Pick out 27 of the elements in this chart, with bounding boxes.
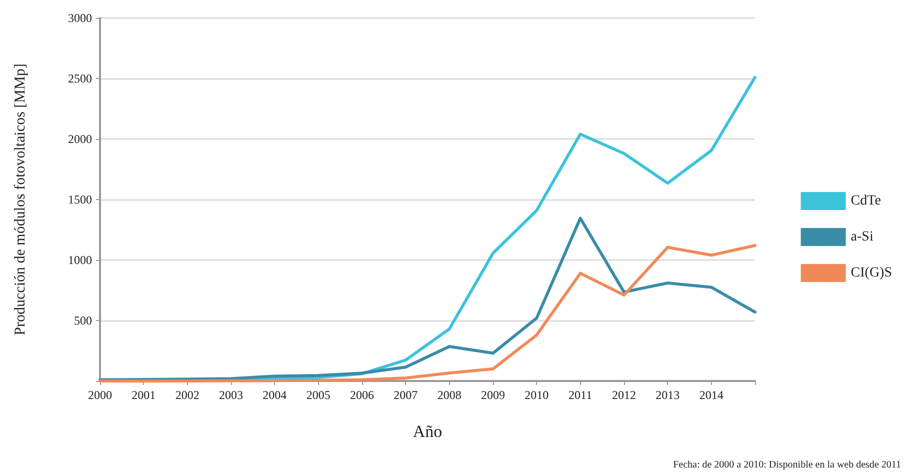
x-tick-label: 2009 (481, 388, 505, 402)
x-tick-label: 2000 (88, 388, 112, 402)
x-tick-label: 2003 (219, 388, 243, 402)
x-axis-title: Año (412, 422, 442, 441)
y-tick-label: 500 (74, 314, 92, 328)
x-tick-label: 2001 (132, 388, 156, 402)
y-tick-label: 2500 (68, 72, 92, 86)
x-tick-label: 2005 (306, 388, 330, 402)
x-tick-label: 2008 (437, 388, 462, 402)
x-tick-label: 2013 (656, 388, 680, 402)
y-tick-label: 1000 (68, 253, 92, 267)
y-tick-label: 1500 (68, 192, 92, 206)
text: Fecha: de 2000 a 2010: Disponible en la web desde 2011 (673, 460, 902, 470)
x-tick-label: 2004 (262, 388, 287, 402)
x-tick-label: 2010 (524, 388, 549, 402)
y-tick-label: 2000 (68, 132, 92, 146)
y-axis-title: Producción de módulos fotovoltaicos [MMp] (12, 64, 28, 336)
y-tick-label: 3000 (68, 11, 92, 25)
x-tick-label: 2014 (699, 388, 724, 402)
x-tick-label: 2006 (350, 388, 374, 402)
x-tick-label: 2012 (612, 388, 636, 402)
x-tick-label: 2007 (394, 388, 418, 402)
legend-label: a-Si (850, 230, 874, 244)
x-tick-label: 2002 (175, 388, 200, 402)
legend-label: CdTe (850, 194, 881, 208)
x-tick-label: 2011 (568, 388, 592, 402)
legend-label: CI(G)S (850, 266, 892, 280)
